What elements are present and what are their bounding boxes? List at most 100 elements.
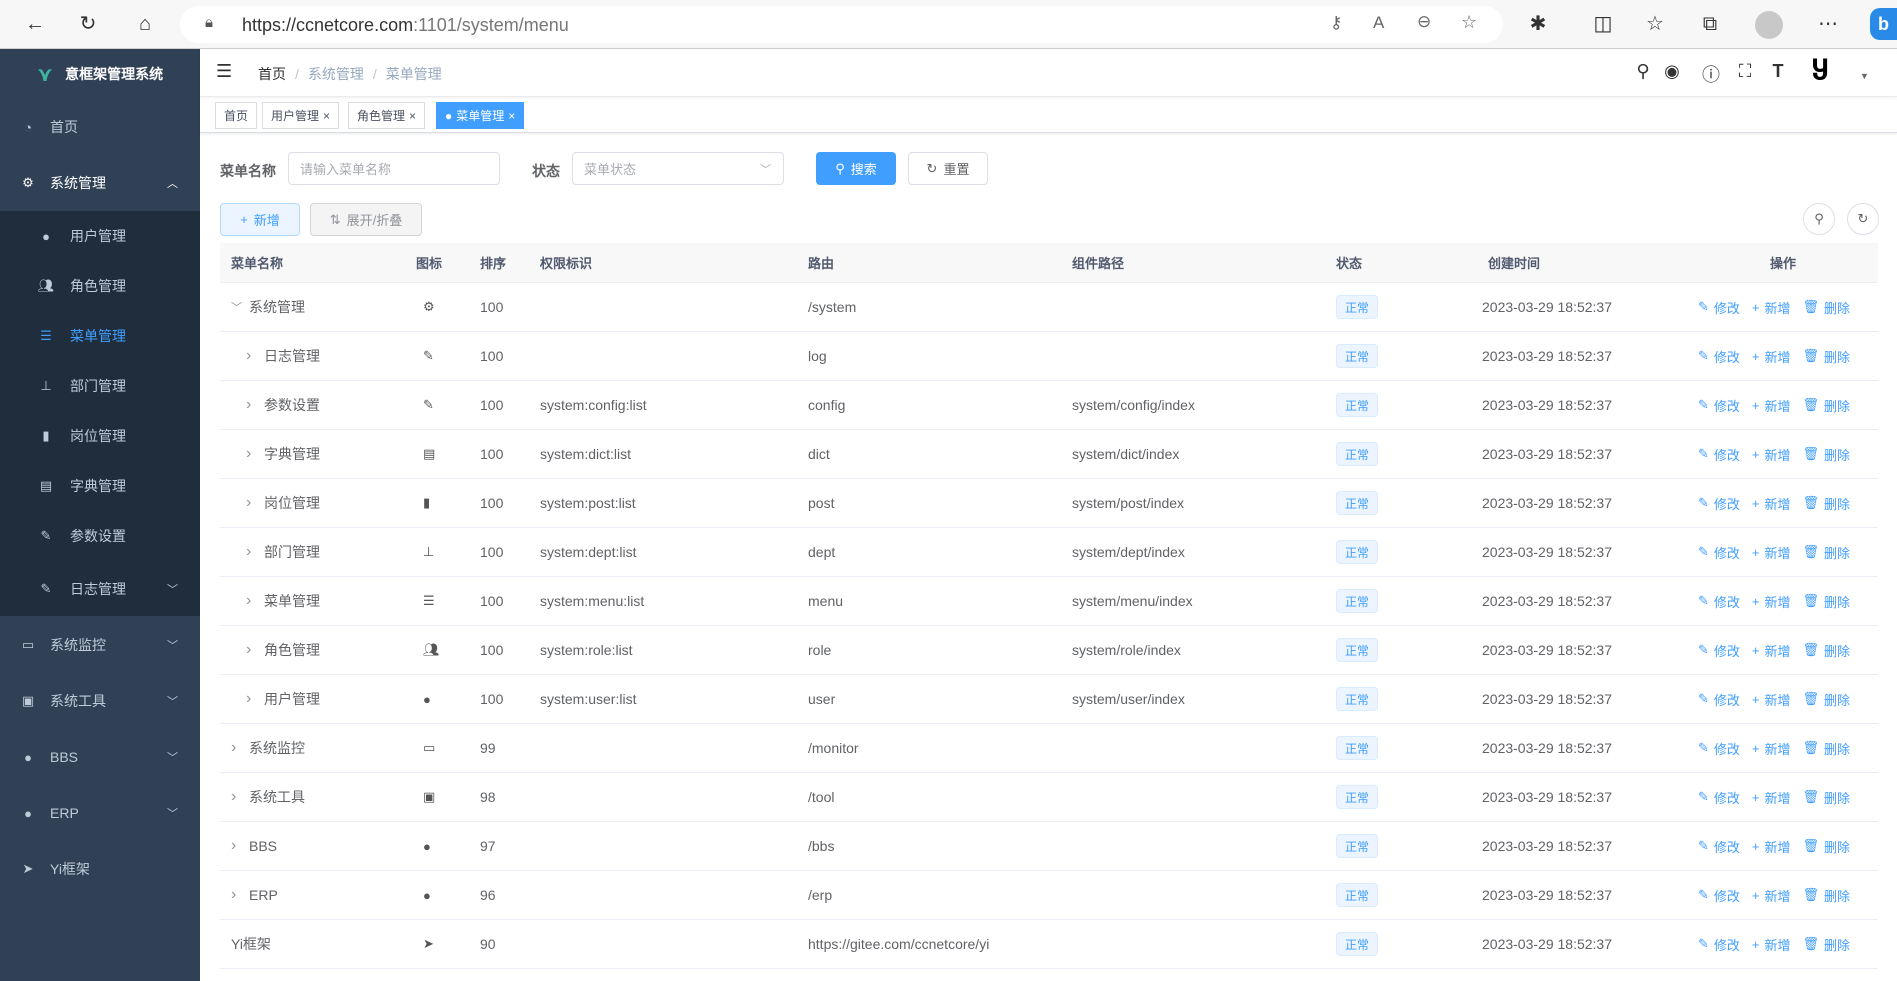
chevron-right-icon[interactable]: › <box>246 592 252 609</box>
table-row[interactable]: › BBS ● 97/bbs 正常 2023-03-29 18:52:37 ✎ 修改 + 新增 🗑︎… <box>220 822 1878 871</box>
chevron-right-icon[interactable]: › <box>231 788 237 805</box>
table-row[interactable]: › ERP ● 96/erp 正常 2023-03-29 18:52:37 ✎ 修改 + 新增 🗑︎… <box>220 871 1878 920</box>
collections-icon[interactable]: ⧉ <box>1702 13 1718 35</box>
breadcrumb-home[interactable]: 首页 <box>258 66 286 82</box>
delete-button[interactable]: 🗑︎ 删除 <box>1803 641 1851 660</box>
sidebar-item-bbs[interactable]: ● BBS ﹀ <box>0 729 200 785</box>
edit-button[interactable]: ✎ 修改 <box>1698 739 1740 758</box>
sidebar-item-roles[interactable]: 👥︎ 角色管理 <box>0 261 200 311</box>
table-row[interactable]: › 日志管理 ✎ 100 log 正常 2023-03-29 18:52:37 ✎ 修改 + 新增 🗑… <box>220 332 1878 381</box>
key-icon[interactable]: ⚷ <box>1330 13 1343 32</box>
sidebar-item-erp[interactable]: ● ERP ﹀ <box>0 785 200 841</box>
chevron-right-icon[interactable]: › <box>246 641 252 658</box>
add-button[interactable]: + 新增 <box>220 203 300 236</box>
sidebar-item-log[interactable]: ✎ 日志管理 ﹀ <box>0 561 200 616</box>
table-row[interactable]: › 角色管理 👥︎ 100 system:role:list role system/rol… <box>220 626 1878 675</box>
add-child-button[interactable]: + 新增 <box>1752 396 1791 415</box>
delete-button[interactable]: 🗑︎ 删除 <box>1803 543 1851 562</box>
edit-button[interactable]: ✎ 修改 <box>1698 543 1740 562</box>
add-favorite-icon[interactable]: ☆ <box>1461 12 1478 32</box>
user-avatar[interactable]: Ⴘ <box>1812 56 1829 86</box>
fullscreen-icon[interactable]: ⛶ <box>1738 61 1752 81</box>
close-icon[interactable]: × <box>323 108 331 123</box>
table-row[interactable]: › 用户管理 ● 100 system:user:list user system/user… <box>220 675 1878 724</box>
delete-button[interactable]: 🗑︎ 删除 <box>1803 347 1851 366</box>
edit-button[interactable]: ✎ 修改 <box>1698 298 1740 317</box>
toggle-search-button[interactable]: ⚲ <box>1803 203 1835 235</box>
bing-icon[interactable]: b <box>1870 8 1897 40</box>
chevron-right-icon[interactable]: › <box>231 886 237 903</box>
delete-button[interactable]: 🗑︎ 删除 <box>1803 592 1851 611</box>
sidebar-item-home[interactable]: ◔ 首页 <box>0 99 200 155</box>
profile-avatar[interactable] <box>1755 11 1783 39</box>
add-child-button[interactable]: + 新增 <box>1752 788 1791 807</box>
table-row[interactable]: › 部门管理 ⊥ 100 system:dept:list dept system/dept… <box>220 528 1878 577</box>
search-button[interactable]: ⚲ 搜索 <box>816 152 896 185</box>
read-aloud-icon[interactable]: A <box>1373 13 1385 32</box>
edit-button[interactable]: ✎ 修改 <box>1698 445 1740 464</box>
edit-button[interactable]: ✎ 修改 <box>1698 396 1740 415</box>
add-child-button[interactable]: + 新增 <box>1752 347 1791 366</box>
sidebar-item-system[interactable]: ⚙ 系统管理 ︿ <box>0 155 200 211</box>
refresh-button[interactable]: ↻ <box>1847 203 1879 235</box>
close-icon[interactable]: × <box>508 108 516 123</box>
tag-menus[interactable]: ● 菜单管理 × <box>436 102 525 129</box>
menu-name-input[interactable]: 请输入菜单名称 <box>288 152 500 185</box>
chevron-right-icon[interactable]: › <box>246 445 252 462</box>
tag-roles[interactable]: 角色管理 × <box>348 102 426 129</box>
edit-button[interactable]: ✎ 修改 <box>1698 494 1740 513</box>
refresh-icon[interactable]: ↻ <box>79 13 97 35</box>
delete-button[interactable]: 🗑︎ 删除 <box>1803 886 1851 905</box>
delete-button[interactable]: 🗑︎ 删除 <box>1803 935 1851 954</box>
status-select[interactable]: 菜单状态 ﹀ <box>572 152 784 185</box>
table-row[interactable]: › 字典管理 ▤ 100 system:dict:list dict system/dict… <box>220 430 1878 479</box>
chevron-right-icon[interactable]: › <box>246 494 252 511</box>
delete-button[interactable]: 🗑︎ 删除 <box>1803 690 1851 709</box>
back-icon[interactable]: ← <box>25 13 45 35</box>
table-row[interactable]: › 系统监控 ▭ 99/monitor 正常 2023-03-29 18:52:37 ✎ 修改… <box>220 724 1878 773</box>
sidebar-item-dict[interactable]: ▤ 字典管理 <box>0 461 200 511</box>
caret-down-icon[interactable]: ▼ <box>1860 71 1869 81</box>
add-child-button[interactable]: + 新增 <box>1752 592 1791 611</box>
chevron-right-icon[interactable]: › <box>231 739 237 756</box>
sidebar-item-post[interactable]: ▮ 岗位管理 <box>0 411 200 461</box>
table-row[interactable]: › 岗位管理 ▮ 100 system:post:list post system/post… <box>220 479 1878 528</box>
chevron-right-icon[interactable]: › <box>246 543 252 560</box>
extensions-icon[interactable]: ✱ <box>1529 13 1547 35</box>
sidebar-item-config[interactable]: ✎ 参数设置 <box>0 511 200 561</box>
tag-home[interactable]: 首页 <box>215 102 258 129</box>
expand-collapse-button[interactable]: ⇅ 展开/折叠 <box>310 203 422 236</box>
table-row[interactable]: Yi框架 ➤ 90 https://gitee.com/ccnetcore/yi 正常 2… <box>220 920 1878 969</box>
search-icon[interactable]: ⚲ <box>1636 61 1650 81</box>
delete-button[interactable]: 🗑︎ 删除 <box>1803 837 1851 856</box>
edit-button[interactable]: ✎ 修改 <box>1698 641 1740 660</box>
chevron-right-icon[interactable]: › <box>231 837 237 854</box>
add-child-button[interactable]: + 新增 <box>1752 935 1791 954</box>
sidebar-item-menus[interactable]: ☰ 菜单管理 <box>0 311 200 361</box>
chevron-right-icon[interactable]: › <box>246 690 252 707</box>
edit-button[interactable]: ✎ 修改 <box>1698 347 1740 366</box>
close-icon[interactable]: × <box>409 108 417 123</box>
favorites-icon[interactable]: ☆ <box>1646 13 1664 35</box>
chevron-right-icon[interactable]: › <box>246 396 252 413</box>
help-icon[interactable]: ⓘ <box>1702 65 1720 85</box>
sidebar-item-users[interactable]: ● 用户管理 <box>0 211 200 261</box>
font-size-icon[interactable]: T <box>1772 61 1784 81</box>
sidebar-item-yi[interactable]: ➤ Yi框架 <box>0 841 200 897</box>
home-icon[interactable]: ⌂ <box>138 13 152 35</box>
delete-button[interactable]: 🗑︎ 删除 <box>1803 396 1851 415</box>
add-child-button[interactable]: + 新增 <box>1752 641 1791 660</box>
edit-button[interactable]: ✎ 修改 <box>1698 935 1740 954</box>
delete-button[interactable]: 🗑︎ 删除 <box>1803 739 1851 758</box>
edit-button[interactable]: ✎ 修改 <box>1698 788 1740 807</box>
add-child-button[interactable]: + 新增 <box>1752 445 1791 464</box>
add-child-button[interactable]: + 新增 <box>1752 739 1791 758</box>
table-row[interactable]: › 参数设置 ✎ 100 system:config:list config system/… <box>220 381 1878 430</box>
address-bar[interactable]: 🔒︎ https://ccnetcore.com:1101/system/men… <box>180 6 1503 43</box>
split-screen-icon[interactable]: ◫ <box>1593 13 1613 35</box>
tag-users[interactable]: 用户管理 × <box>262 102 340 129</box>
delete-button[interactable]: 🗑︎ 删除 <box>1803 298 1851 317</box>
edit-button[interactable]: ✎ 修改 <box>1698 886 1740 905</box>
table-row[interactable]: › 系统工具 ▣ 98/tool 正常 2023-03-29 18:52:37 ✎ 修改 + 新增… <box>220 773 1878 822</box>
add-child-button[interactable]: + 新增 <box>1752 886 1791 905</box>
